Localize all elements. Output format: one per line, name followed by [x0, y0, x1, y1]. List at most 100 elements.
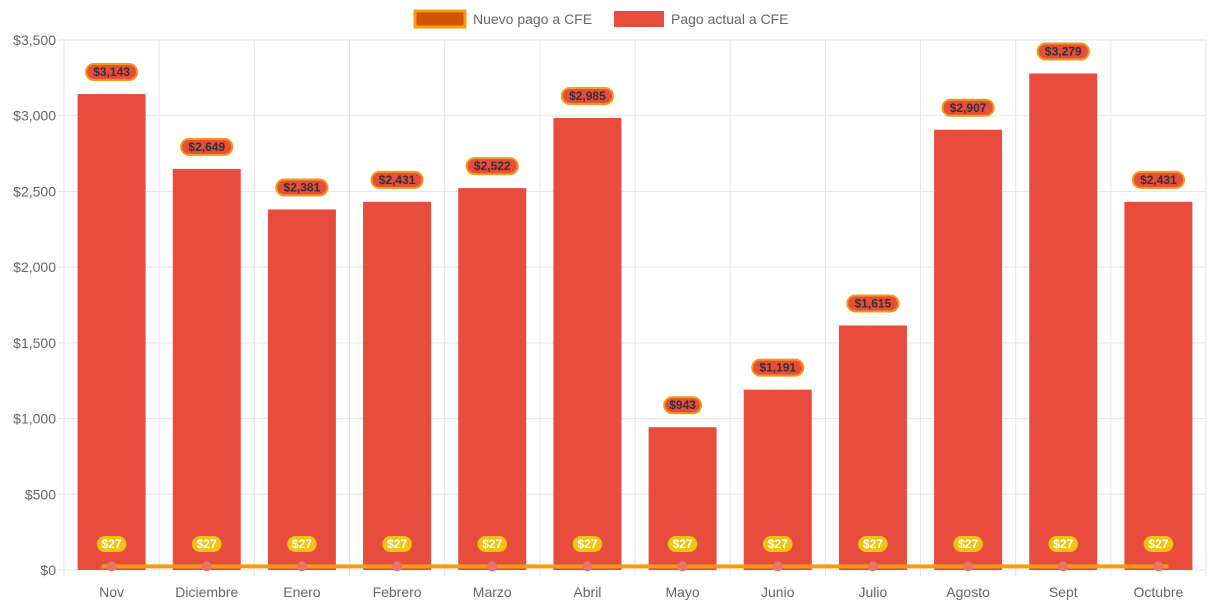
line-series	[101, 561, 1169, 572]
line-label-box	[953, 536, 983, 552]
y-tick-label: $1,500	[13, 335, 56, 351]
bar[interactable]	[934, 129, 1003, 570]
line-point[interactable]	[772, 561, 783, 572]
bar-label-box	[1036, 42, 1090, 61]
line-data-label: $27	[197, 537, 217, 551]
grid-lines	[58, 39, 1207, 576]
bar-data-label: $2,985	[569, 89, 606, 103]
x-tick-label: Octubre	[1134, 584, 1184, 600]
x-tick-label: Sept	[1049, 584, 1078, 600]
line-data-labels: $27 $27 $27 $27 $27 $27 $27 $27 $27 $27 $27 $27	[96, 536, 1174, 552]
line-point[interactable]	[296, 561, 307, 572]
line-data-label: $27	[577, 537, 597, 551]
bar-data-label: $3,279	[1045, 44, 1082, 58]
bar-data-label: $2,522	[474, 159, 511, 173]
bar-label-box	[180, 137, 234, 156]
bar[interactable]	[172, 168, 241, 570]
line-label-box	[572, 536, 603, 552]
line-data-label: $27	[387, 537, 407, 551]
line-data-label: $27	[1053, 537, 1073, 551]
x-tick-label: Nov	[99, 584, 124, 600]
bar-data-label: $2,907	[950, 101, 987, 115]
y-axis: $0 $500 $1,000 $1,500 $2,000 $2,500 $3,000 $3,5…	[13, 32, 56, 578]
bar-label-box	[941, 98, 995, 117]
x-tick-label: Agosto	[946, 584, 990, 600]
legend-swatch-actual	[614, 11, 664, 27]
bar-data-label: $1,615	[855, 296, 892, 310]
bar-label-box	[370, 170, 424, 189]
x-axis: Nov Diciembre Enero Febrero Marzo Abril Mayo Ju…	[99, 584, 1183, 600]
legend-item-actual[interactable]: Pago actual a CFE	[614, 11, 789, 27]
line-point[interactable]	[963, 561, 974, 572]
line-label-box	[287, 536, 317, 552]
bar-label-box	[275, 178, 329, 197]
bar[interactable]	[458, 188, 527, 570]
legend: Nuevo pago a CFE Pago actual a CFE	[413, 9, 789, 29]
bar-data-label: $2,431	[1140, 173, 1177, 187]
line-label-box	[191, 536, 222, 552]
legend-label-actual: Pago actual a CFE	[671, 11, 789, 27]
bar-data-label: $943	[669, 398, 696, 412]
bar-label-box	[846, 294, 900, 313]
bar-data-label: $2,431	[379, 173, 416, 187]
x-tick-label: Febrero	[373, 584, 422, 600]
line-data-label: $27	[102, 537, 122, 551]
line-point[interactable]	[1058, 561, 1069, 572]
line-label-box	[382, 536, 412, 552]
line-point[interactable]	[677, 561, 688, 572]
y-tick-label: $500	[25, 486, 56, 502]
x-tick-label: Diciembre	[175, 584, 238, 600]
line-label-box	[858, 536, 888, 552]
line-label-box	[667, 536, 698, 552]
line-label-box	[477, 536, 508, 552]
bar-data-labels: $3,143 $2,649 $2,381 $2,431 $2,522 $2,985 $943…	[84, 42, 1186, 415]
line-data-label: $27	[1148, 537, 1168, 551]
y-tick-label: $2,000	[13, 259, 56, 275]
line-point[interactable]	[106, 561, 117, 572]
line-data-label: $27	[673, 537, 693, 551]
line-point[interactable]	[392, 561, 403, 572]
x-tick-label: Julio	[859, 584, 888, 600]
bar-data-label: $2,649	[188, 140, 225, 154]
bar[interactable]	[553, 117, 622, 570]
bar-label-box	[465, 157, 519, 176]
bar[interactable]	[1124, 201, 1193, 570]
line-point[interactable]	[487, 561, 498, 572]
bar-label-box	[1131, 170, 1186, 189]
bar[interactable]	[838, 325, 907, 570]
bar-label-box	[663, 396, 702, 415]
y-tick-label: $3,500	[13, 32, 56, 48]
bar-series	[77, 73, 1193, 571]
y-tick-label: $1,000	[13, 411, 56, 427]
x-tick-label: Junio	[761, 584, 795, 600]
bar-label-box	[560, 86, 615, 105]
legend-label-nuevo: Nuevo pago a CFE	[473, 11, 592, 27]
bar-data-label: $2,381	[284, 180, 321, 194]
line-data-label: $27	[292, 537, 312, 551]
line-label-box	[762, 536, 793, 552]
bar-data-label: $3,143	[93, 65, 130, 79]
line-point[interactable]	[867, 561, 878, 572]
bar[interactable]	[267, 209, 336, 570]
y-tick-label: $0	[40, 562, 56, 578]
x-tick-label: Abril	[573, 584, 601, 600]
line-label-box	[96, 536, 127, 552]
bar-label-box	[751, 358, 805, 377]
line-point[interactable]	[201, 561, 212, 572]
y-tick-label: $2,500	[13, 183, 56, 199]
line-point[interactable]	[582, 561, 593, 572]
line-point[interactable]	[1153, 561, 1164, 572]
legend-swatch-nuevo	[413, 9, 467, 29]
line-data-label: $27	[863, 537, 883, 551]
line-label-box	[1048, 536, 1079, 552]
legend-item-nuevo[interactable]: Nuevo pago a CFE	[413, 9, 592, 29]
bar[interactable]	[77, 94, 146, 570]
y-tick-label: $3,000	[13, 108, 56, 124]
bar[interactable]	[363, 201, 432, 570]
bar-label-box	[84, 63, 139, 82]
bar-data-label: $1,191	[759, 361, 796, 375]
line-data-label: $27	[768, 537, 788, 551]
x-tick-label: Enero	[283, 584, 321, 600]
bar[interactable]	[1029, 73, 1098, 571]
